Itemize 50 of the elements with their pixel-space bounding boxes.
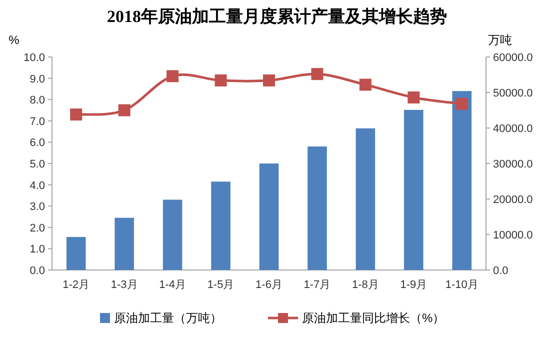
y-tick-label: 3.0 <box>30 201 45 214</box>
bar <box>356 128 376 270</box>
legend-label: 原油加工量同比增长（%） <box>302 311 445 325</box>
x-tick-label: 1-3月 <box>110 279 138 291</box>
y-tick-label: 5.0 <box>30 158 45 170</box>
x-tick-label: 1-6月 <box>256 279 282 291</box>
y-axis-title: % <box>8 33 20 47</box>
y2-tick-label: 0.0 <box>493 265 508 277</box>
bar <box>114 218 134 270</box>
y2-tick-label: 50000.0 <box>493 88 533 100</box>
bar <box>308 146 327 270</box>
x-tick-label: 1-4月 <box>159 279 186 291</box>
y2-axis-title: 万吨 <box>488 33 512 47</box>
x-tick-label: 1-7月 <box>304 279 331 291</box>
y-tick-label: 6.0 <box>30 137 45 150</box>
y2-tick-label: 10000.0 <box>493 230 533 242</box>
y-tick-label: 7.0 <box>30 116 45 128</box>
y-tick-label: 4.0 <box>30 180 45 192</box>
y2-tick-label: 60000.0 <box>493 52 533 64</box>
x-tick-label: 1-10月 <box>445 279 478 291</box>
y-tick-label: 1.0 <box>30 244 45 256</box>
point <box>118 104 130 116</box>
bar <box>66 236 86 270</box>
point <box>214 74 227 86</box>
x-tick-label: 1-8月 <box>352 279 379 291</box>
point <box>263 74 275 86</box>
point <box>408 91 420 104</box>
point <box>311 68 324 80</box>
x-tick-label: 1-9月 <box>400 279 428 291</box>
bar <box>259 164 279 270</box>
point <box>70 108 82 121</box>
chart-title: 2018年原油加工量月度累计产量及其增长趋势 <box>107 7 447 26</box>
point <box>166 70 179 82</box>
y-tick-label: 8.0 <box>30 94 45 107</box>
x-tick-label: 1-2月 <box>62 279 90 291</box>
bar <box>211 182 230 270</box>
point <box>456 98 468 110</box>
bar <box>162 200 182 270</box>
y-tick-label: 0.0 <box>30 265 45 277</box>
x-tick-label: 1-5月 <box>207 279 234 291</box>
y-tick-label: 10.0 <box>24 52 45 64</box>
legend-label: 原油加工量（万吨） <box>114 311 222 325</box>
y2-tick-label: 30000.0 <box>493 158 533 170</box>
bar <box>452 91 472 270</box>
point <box>359 78 372 91</box>
bar <box>404 110 424 270</box>
y2-tick-label: 20000.0 <box>493 194 533 206</box>
y-tick-label: 2.0 <box>30 222 45 234</box>
y2-tick-label: 40000.0 <box>493 123 533 135</box>
y-tick-label: 9.0 <box>30 73 45 86</box>
